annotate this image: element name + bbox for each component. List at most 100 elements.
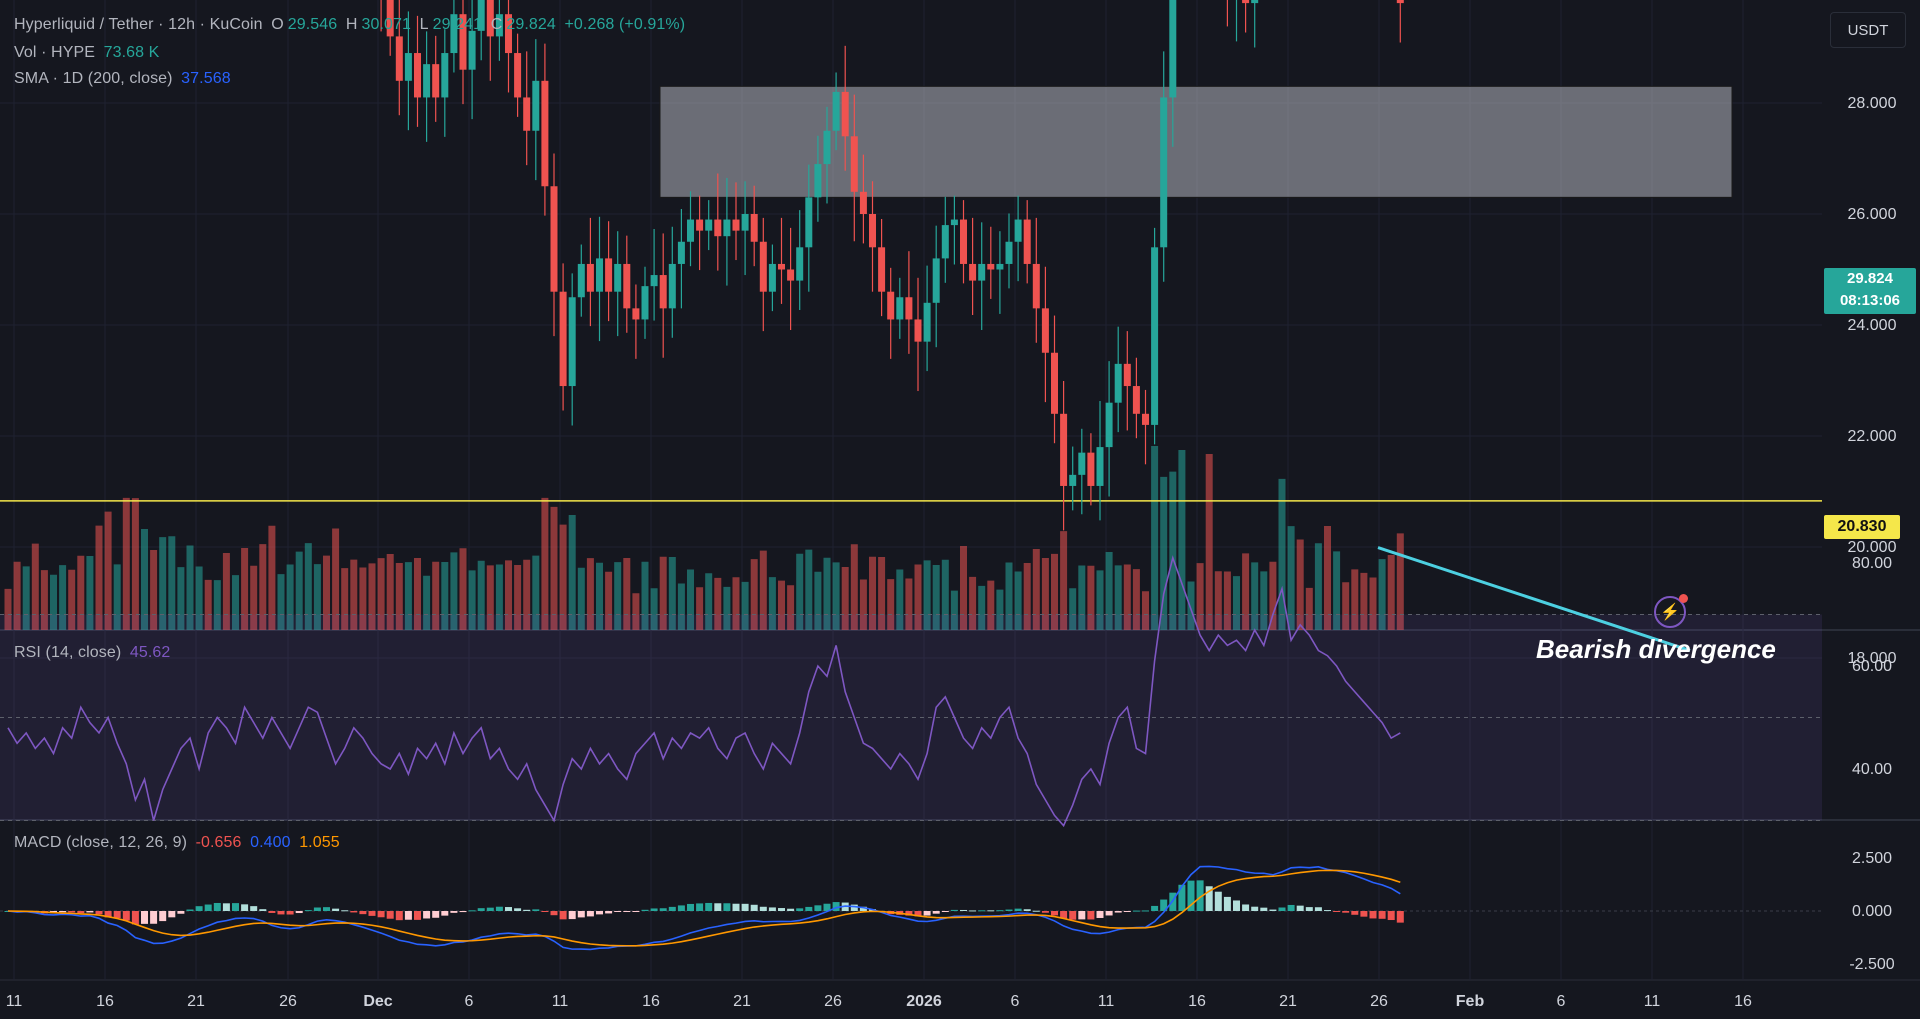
macd-histogram-bar	[677, 905, 685, 911]
time-axis-label: 16	[96, 993, 114, 1010]
volume-bar	[1105, 552, 1113, 630]
macd-histogram-bar	[77, 911, 85, 914]
macd-histogram-bar	[941, 911, 949, 912]
time-axis-label: 26	[824, 993, 842, 1010]
macd-value-1: -0.656	[195, 834, 242, 851]
volume-bar	[468, 570, 476, 630]
volume-bar	[532, 555, 540, 630]
candle-body	[1123, 363, 1131, 387]
volume-bar	[1342, 582, 1350, 630]
volume-bar	[832, 562, 840, 630]
macd-histogram-bar	[59, 911, 67, 913]
macd-histogram-bar	[113, 911, 121, 919]
macd-histogram-bar	[1160, 899, 1168, 911]
volume-bar	[577, 567, 585, 630]
volume-bar	[905, 578, 913, 630]
volume-bar	[332, 528, 340, 630]
candle-body	[859, 191, 867, 214]
macd-histogram-bar	[568, 911, 576, 920]
volume-bar	[1123, 564, 1131, 630]
macd-histogram-bar	[505, 907, 512, 911]
candle-body	[1096, 447, 1104, 486]
macd-histogram-bar	[969, 910, 977, 912]
volume-bar	[1396, 533, 1404, 630]
macd-histogram-bar	[750, 904, 758, 911]
macd-histogram-bar	[186, 909, 194, 911]
macd-histogram-bar	[1369, 911, 1377, 919]
volume-bar	[696, 587, 704, 630]
candle-body	[823, 130, 831, 165]
volume-bar	[1060, 531, 1068, 630]
currency-button[interactable]: USDT	[1830, 12, 1906, 48]
macd-histogram-bar	[1314, 907, 1322, 911]
candle-body	[814, 164, 822, 198]
volume-bar	[486, 565, 494, 630]
candle-body	[450, 14, 458, 54]
macd-label: MACD (close, 12, 26, 9)	[14, 834, 188, 851]
macd-histogram-bar	[705, 902, 713, 911]
macd-histogram-bar	[796, 908, 804, 911]
candle-body	[614, 263, 622, 292]
macd-histogram-bar	[768, 907, 776, 911]
candle-body	[696, 219, 704, 231]
volume-bar	[714, 577, 722, 630]
volume-bar	[768, 577, 776, 630]
macd-histogram-bar	[559, 911, 567, 920]
volume-bar	[59, 565, 67, 630]
time-axis-label: Dec	[363, 993, 392, 1010]
candle-body	[1060, 413, 1068, 486]
volume-bar	[286, 564, 294, 630]
macd-histogram-bar	[313, 907, 321, 911]
volume-bar	[1233, 576, 1240, 630]
volume-bar	[159, 537, 167, 630]
macd-histogram-bar	[131, 911, 139, 925]
macd-histogram-bar	[923, 911, 931, 916]
close-value: 29.824	[506, 16, 556, 33]
volume-label: Vol · HYPE	[14, 44, 96, 61]
volume-bar	[1078, 565, 1086, 630]
candle-body	[1114, 363, 1122, 403]
notification-dot	[1679, 594, 1688, 603]
macd-histogram-bar	[1387, 911, 1395, 921]
volume-bar	[95, 525, 103, 630]
candle-body	[832, 91, 840, 131]
candle-body	[386, 0, 394, 37]
macd-histogram-bar	[1132, 910, 1140, 912]
macd-histogram-bar	[477, 908, 485, 911]
macd-legend: MACD (close, 12, 26, 9) -0.656 0.400 1.0…	[14, 834, 344, 852]
macd-histogram-bar	[823, 903, 831, 911]
macd-histogram-bar	[486, 907, 494, 911]
volume-bar	[250, 565, 258, 630]
volume-bar	[1351, 569, 1359, 630]
volume-bar	[232, 575, 239, 630]
volume-bar	[741, 581, 749, 630]
candle-body	[568, 297, 576, 387]
volume-bar	[222, 553, 230, 630]
candle-body	[978, 263, 986, 281]
macd-histogram-bar	[1223, 896, 1231, 911]
price-axis-label: 28.000	[1848, 95, 1897, 112]
macd-histogram-bar	[95, 911, 103, 915]
time-axis-label: 16	[1734, 993, 1752, 1010]
volume-bar	[1223, 571, 1231, 630]
candle-body	[1396, 0, 1404, 4]
lightning-icon[interactable]: ⚡	[1654, 594, 1688, 628]
candle-body	[605, 258, 613, 292]
candle-body	[1242, 0, 1250, 4]
sma-legend: SMA · 1D (200, close) 37.568	[14, 70, 235, 88]
volume-bar	[687, 569, 694, 630]
volume-bar	[1169, 471, 1177, 630]
volume-bar	[50, 574, 57, 630]
volume-value: 73.68 K	[103, 44, 160, 61]
macd-histogram-bar	[850, 904, 858, 911]
candle-body	[441, 53, 449, 98]
macd-histogram-bar	[268, 911, 276, 913]
volume-bar	[896, 569, 904, 630]
candle-body	[878, 247, 886, 292]
macd-histogram-bar	[414, 911, 421, 920]
macd-histogram-bar	[1178, 884, 1186, 911]
volume-bar	[1132, 569, 1140, 630]
macd-histogram-bar	[741, 903, 749, 911]
macd-histogram-bar	[814, 905, 822, 911]
